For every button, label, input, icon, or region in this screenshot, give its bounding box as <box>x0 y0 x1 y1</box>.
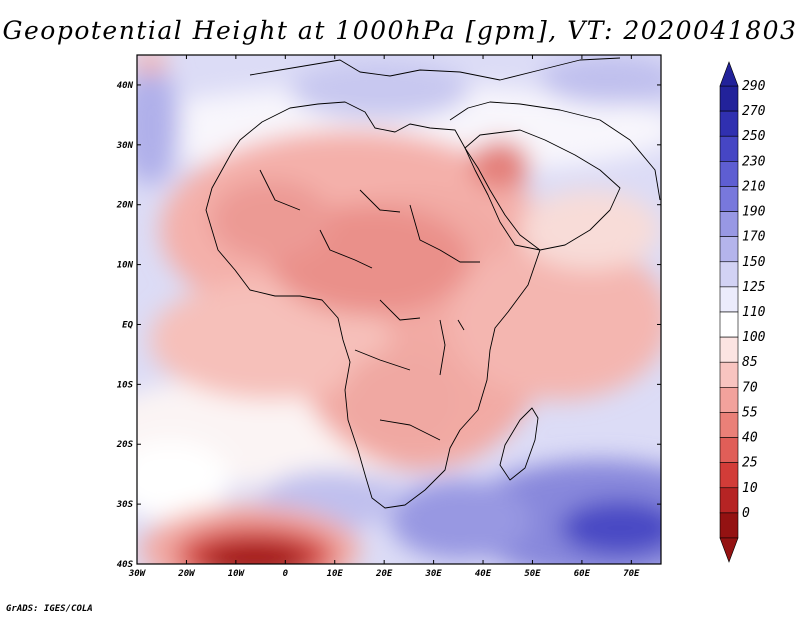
lat-tick-label: 10N <box>117 261 134 271</box>
colorbar-label: 85 <box>742 355 758 370</box>
colorbar-label: 170 <box>742 230 766 245</box>
colorbar-label: 270 <box>742 104 766 119</box>
colorbar-swatch <box>719 336 739 363</box>
colorbar-swatch <box>719 437 739 463</box>
colorbar-label: 70 <box>742 380 758 395</box>
lon-tick-label: 30E <box>424 569 442 579</box>
colorbar-swatch <box>719 462 739 489</box>
lon-tick-label: 10W <box>228 569 246 579</box>
lat-tick-label: 40S <box>117 560 134 570</box>
colorbar-label: 125 <box>742 280 766 295</box>
colorbar-label: 100 <box>742 330 766 345</box>
latitude-axis: 40N 30N 20N 10N EQ 10S 20S 30S 40S <box>116 81 661 570</box>
lon-tick-label: 0 <box>283 569 289 579</box>
colorbar-swatch <box>719 286 739 313</box>
colorbar-label: 10 <box>742 481 758 496</box>
lat-tick-label: 30N <box>116 141 134 151</box>
colorbar-swatch <box>719 135 739 162</box>
colorbar-swatch <box>719 161 739 187</box>
coastline <box>205 57 661 509</box>
colorbar-label: 150 <box>742 255 766 270</box>
colorbar-label: 250 <box>742 129 766 144</box>
shaded-field <box>137 55 661 564</box>
lon-tick-label: 20E <box>375 569 393 579</box>
colorbar-label: 55 <box>742 405 758 420</box>
colorbar-label: 210 <box>742 179 766 194</box>
lat-tick-label: 20N <box>116 201 134 211</box>
colorbar-swatch <box>719 387 739 413</box>
colorbar-label: 25 <box>742 456 758 471</box>
colorbar-bottom-arrow <box>719 537 739 563</box>
lon-tick-label: 20W <box>177 569 196 579</box>
lon-tick-label: 60E <box>574 569 591 579</box>
colorbar-swatch <box>719 261 739 288</box>
lon-tick-label: 30W <box>128 569 147 579</box>
colorbar-swatch <box>719 311 739 338</box>
lat-tick-label: 30S <box>116 500 134 510</box>
colorbar-swatch <box>719 186 739 212</box>
colorbar-swatch <box>719 487 739 514</box>
lon-tick-label: 70E <box>623 569 640 579</box>
colorbar-swatch <box>719 110 739 137</box>
colorbar-swatch <box>719 211 739 237</box>
lat-tick-label: EQ <box>122 320 133 330</box>
colorbar-label: 40 <box>742 431 758 446</box>
colorbar-label: 230 <box>742 154 766 169</box>
lat-tick-label: 10S <box>117 380 134 390</box>
colorbar: 2902702502302101901701501251101008570554… <box>719 61 766 563</box>
colorbar-swatch <box>719 512 739 539</box>
lon-tick-label: 50E <box>524 569 541 579</box>
colorbar-swatch <box>719 361 739 388</box>
colorbar-top-arrow <box>719 61 739 87</box>
colorbar-label: 290 <box>742 79 766 94</box>
colorbar-swatch <box>719 85 739 112</box>
lon-tick-label: 40E <box>475 569 492 579</box>
colorbar-label: 110 <box>742 305 766 320</box>
colorbar-swatch <box>719 412 739 438</box>
grads-credit: GrADS: IGES/COLA <box>6 604 93 614</box>
lon-tick-label: 10E <box>327 569 344 579</box>
longitude-axis: 30W 20W 10W 0 10E 20E 30E 40E 50E 60E 70E <box>128 55 640 579</box>
map-frame <box>136 54 662 565</box>
colorbar-label: 190 <box>742 205 766 220</box>
map-title: Geopotential Height at 1000hPa [gpm], VT… <box>2 16 798 45</box>
colorbar-swatch <box>719 236 739 263</box>
lat-tick-label: 20S <box>116 440 134 450</box>
colorbar-label: 0 <box>742 506 750 521</box>
lat-tick-label: 40N <box>117 81 134 91</box>
